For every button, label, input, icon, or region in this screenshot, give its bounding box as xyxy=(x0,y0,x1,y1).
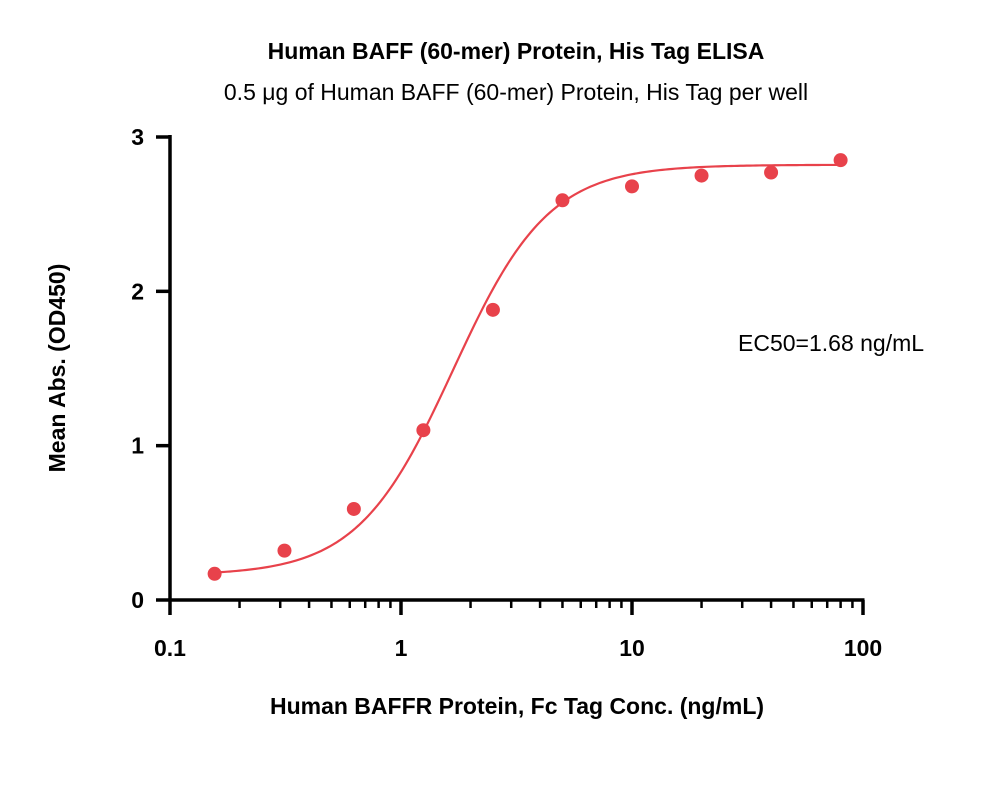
y-tick-label: 2 xyxy=(131,278,144,304)
x-axis-label: Human BAFFR Protein, Fc Tag Conc. (ng/mL… xyxy=(270,693,764,719)
data-point xyxy=(346,501,361,516)
data-point xyxy=(764,165,779,180)
data-point xyxy=(416,423,431,438)
x-tick-label: 0.1 xyxy=(154,635,186,661)
fit-curve-layer xyxy=(214,163,841,574)
y-tick-label: 0 xyxy=(131,587,144,613)
data-point xyxy=(694,168,709,183)
y-axis-label: Mean Abs. (OD450) xyxy=(44,264,70,473)
data-point xyxy=(625,179,639,194)
fit-curve xyxy=(214,163,841,574)
axes: 0 1 2 3 0.1 1 10 100 xyxy=(131,124,882,661)
data-point xyxy=(555,193,570,208)
x-tick-label: 10 xyxy=(619,635,645,661)
data-points xyxy=(207,153,848,581)
chart-subtitle: 0.5 μg of Human BAFF (60-mer) Protein, H… xyxy=(224,79,808,105)
data-point xyxy=(485,302,500,317)
x-tick-label: 1 xyxy=(395,635,408,661)
ec50-annotation: EC50=1.68 ng/mL xyxy=(738,330,924,356)
x-tick-label: 100 xyxy=(844,635,882,661)
data-point xyxy=(833,153,848,168)
data-point xyxy=(207,566,222,581)
data-point xyxy=(277,543,292,558)
y-tick-label: 3 xyxy=(131,124,144,150)
y-tick-label: 1 xyxy=(131,433,144,459)
chart-title: Human BAFF (60-mer) Protein, His Tag ELI… xyxy=(268,38,765,64)
